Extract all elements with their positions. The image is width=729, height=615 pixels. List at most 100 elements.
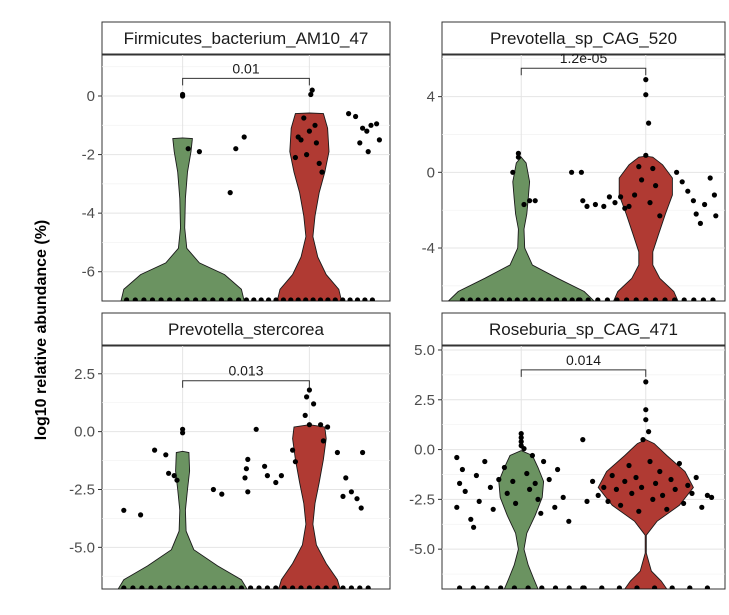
data-point bbox=[687, 585, 693, 589]
data-point bbox=[643, 92, 649, 98]
panel-plot-area bbox=[442, 346, 725, 589]
data-point bbox=[171, 473, 177, 479]
data-point bbox=[643, 379, 649, 385]
panel-plot-area bbox=[102, 346, 390, 589]
data-point bbox=[310, 297, 316, 301]
data-point bbox=[280, 297, 286, 301]
data-point bbox=[490, 506, 496, 512]
data-point bbox=[166, 585, 172, 589]
data-point bbox=[499, 297, 505, 301]
data-point bbox=[601, 203, 607, 209]
data-point bbox=[468, 516, 474, 522]
panel-title: Firmicutes_bacterium_AM10_47 bbox=[124, 29, 369, 48]
data-point bbox=[243, 297, 249, 301]
data-point bbox=[653, 480, 659, 486]
data-point bbox=[295, 297, 301, 301]
data-point bbox=[609, 472, 615, 479]
data-point bbox=[185, 146, 191, 152]
data-point bbox=[211, 585, 217, 589]
panel-strip bbox=[441, 21, 726, 55]
data-point bbox=[325, 297, 331, 301]
data-point bbox=[636, 508, 642, 514]
data-point bbox=[302, 412, 308, 418]
data-point bbox=[515, 150, 522, 156]
data-point bbox=[685, 188, 691, 194]
data-point bbox=[592, 201, 599, 208]
data-point bbox=[210, 486, 216, 493]
data-point bbox=[473, 472, 479, 479]
data-point bbox=[601, 484, 607, 490]
data-point bbox=[340, 585, 346, 589]
data-point bbox=[148, 585, 154, 589]
violin-group_2 bbox=[613, 155, 679, 301]
data-point bbox=[124, 297, 130, 301]
data-point bbox=[584, 203, 590, 209]
data-point bbox=[634, 585, 640, 589]
data-point bbox=[640, 437, 646, 443]
data-point bbox=[646, 120, 652, 126]
data-point bbox=[538, 510, 544, 516]
data-point bbox=[605, 498, 611, 504]
data-point bbox=[258, 297, 264, 301]
data-point bbox=[348, 585, 354, 589]
data-point bbox=[487, 484, 493, 490]
data-point bbox=[521, 446, 527, 452]
data-point bbox=[227, 297, 233, 301]
significance-label: 0.014 bbox=[566, 352, 601, 368]
data-point bbox=[264, 585, 270, 589]
data-point bbox=[510, 478, 516, 484]
data-point bbox=[711, 192, 718, 198]
data-point bbox=[332, 297, 338, 301]
data-point bbox=[569, 297, 575, 301]
panel-2: Prevotella_sp_CAG_520 1.2e-05 4 0 -4 bbox=[422, 21, 726, 302]
data-point bbox=[245, 489, 251, 495]
y-tick-label: 0.0 bbox=[414, 442, 435, 459]
data-point bbox=[504, 490, 510, 496]
data-point bbox=[166, 470, 172, 476]
y-tick-label: -4 bbox=[422, 240, 435, 257]
data-point bbox=[218, 297, 224, 301]
data-point bbox=[616, 585, 622, 589]
data-point bbox=[242, 475, 248, 481]
data-point bbox=[624, 297, 630, 301]
data-point bbox=[201, 297, 207, 301]
y-tick-label: 4 bbox=[427, 89, 435, 106]
data-point bbox=[304, 394, 310, 400]
data-point bbox=[521, 201, 527, 208]
data-point bbox=[681, 500, 687, 506]
data-point bbox=[262, 463, 268, 469]
data-point bbox=[561, 297, 567, 301]
data-point bbox=[248, 585, 254, 589]
data-point bbox=[614, 297, 620, 301]
y-tick-label: 0.0 bbox=[74, 424, 95, 441]
data-point bbox=[529, 452, 536, 459]
data-point bbox=[343, 475, 349, 481]
data-point bbox=[368, 122, 374, 128]
data-point bbox=[139, 585, 145, 589]
data-point bbox=[158, 297, 164, 301]
data-point bbox=[369, 297, 375, 301]
panel-3: Prevotella_stercorea 0.013 2.5 0.0 -2.5 -5.0 bbox=[69, 312, 391, 590]
data-point bbox=[510, 169, 516, 175]
data-point bbox=[584, 498, 590, 504]
data-point bbox=[518, 439, 524, 445]
data-point bbox=[360, 125, 366, 131]
data-point bbox=[193, 297, 199, 301]
data-point bbox=[618, 194, 624, 200]
data-point bbox=[535, 496, 541, 502]
panel-strip bbox=[101, 312, 391, 346]
data-point bbox=[693, 474, 699, 481]
data-point bbox=[483, 297, 489, 301]
data-point bbox=[273, 585, 279, 589]
data-point bbox=[693, 211, 699, 217]
violin-group_1 bbox=[498, 450, 545, 589]
data-point bbox=[273, 479, 279, 486]
panel-4: Roseburia_sp_CAG_471 0.014 5.0 2.5 0.0 -2.5 -5… bbox=[409, 312, 726, 590]
data-point bbox=[308, 91, 314, 98]
data-point bbox=[643, 417, 649, 423]
data-point bbox=[210, 297, 216, 301]
y-tick-label: -2 bbox=[82, 147, 95, 164]
data-point bbox=[457, 585, 463, 589]
data-point bbox=[340, 493, 346, 499]
data-point bbox=[196, 149, 202, 155]
